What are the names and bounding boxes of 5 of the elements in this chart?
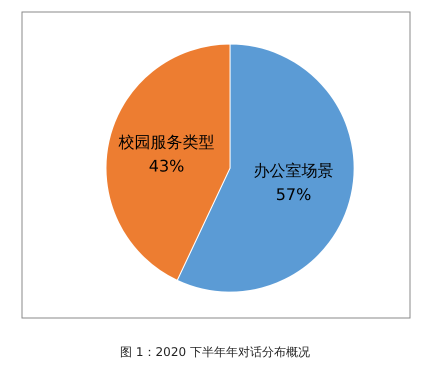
slice-label: 办公室场景	[254, 160, 334, 180]
data-label: 57%	[276, 184, 312, 204]
slice-label: 校园服务类型	[118, 132, 215, 152]
caption: 图 1：2020 下半年年对话分布概况	[120, 345, 310, 359]
data-label: 43%	[148, 156, 184, 176]
